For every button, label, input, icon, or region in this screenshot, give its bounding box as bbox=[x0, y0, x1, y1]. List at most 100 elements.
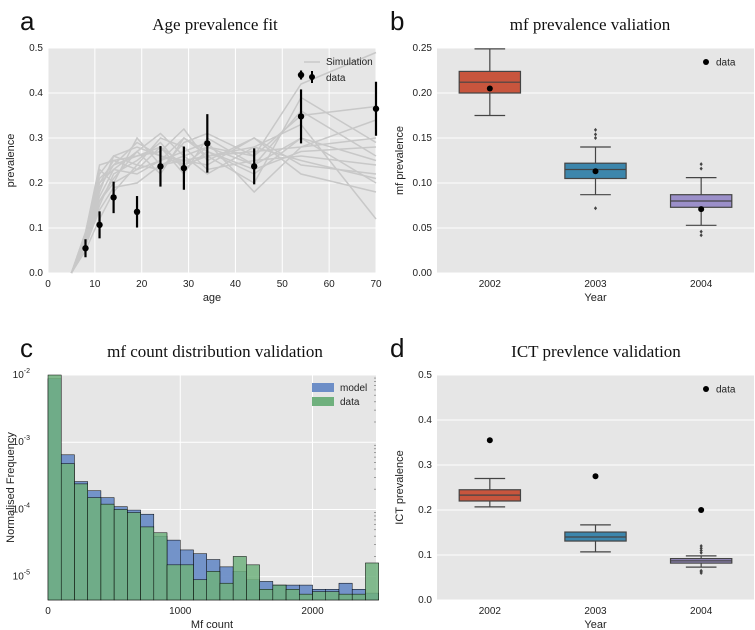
box-outlier bbox=[699, 166, 703, 171]
panel-label: c bbox=[20, 333, 33, 363]
y-tick-label: 10-4 bbox=[13, 502, 30, 515]
box-outlier bbox=[699, 550, 703, 555]
y-tick-label: 10-2 bbox=[13, 368, 30, 381]
legend-data-point bbox=[309, 74, 315, 80]
x-tick-label: 2003 bbox=[584, 606, 607, 617]
data-point bbox=[110, 194, 117, 201]
legend-data-point bbox=[703, 59, 709, 65]
box-outlier bbox=[593, 136, 598, 140]
plot-area bbox=[48, 48, 376, 273]
data-bar bbox=[140, 526, 155, 601]
legend-label: data bbox=[340, 397, 360, 408]
y-tick-label: 0.3 bbox=[418, 460, 432, 471]
data-bar bbox=[365, 562, 379, 601]
box-outlier bbox=[593, 132, 598, 137]
box-outlier bbox=[699, 233, 703, 238]
data-bar bbox=[166, 564, 181, 601]
data-bar bbox=[325, 591, 340, 601]
data-point bbox=[96, 221, 103, 229]
y-tick-label: 0.5 bbox=[29, 43, 43, 54]
x-tick-label: 10 bbox=[89, 279, 101, 290]
y-tick-label: 0.2 bbox=[418, 505, 432, 516]
x-tick-label: 1000 bbox=[169, 606, 192, 617]
panel-label: b bbox=[390, 6, 404, 36]
x-tick-label: 2003 bbox=[584, 279, 607, 290]
data-bar bbox=[47, 374, 62, 601]
data-point bbox=[157, 163, 164, 170]
x-tick-label: 70 bbox=[370, 279, 382, 290]
y-tick-label: 0.4 bbox=[418, 415, 432, 426]
data-point bbox=[133, 208, 141, 215]
data-bar bbox=[206, 571, 221, 601]
data-bar bbox=[87, 497, 102, 601]
data-bar bbox=[193, 579, 207, 601]
data-point bbox=[486, 437, 493, 444]
x-tick-label: 0 bbox=[45, 606, 51, 617]
data-bar bbox=[60, 463, 75, 601]
x-tick-label: 0 bbox=[45, 279, 51, 290]
data-bar bbox=[127, 512, 141, 601]
data-bar bbox=[219, 582, 234, 601]
x-axis-label: Mf count bbox=[191, 619, 233, 630]
data-point bbox=[180, 164, 188, 172]
data-bar bbox=[153, 532, 168, 601]
chart-title: Age prevalence fit bbox=[152, 15, 278, 34]
data-point bbox=[297, 113, 305, 120]
y-tick-label: 0.25 bbox=[413, 43, 433, 54]
chart-title: mf count distribution validation bbox=[107, 342, 323, 361]
box-outlier bbox=[699, 568, 703, 573]
y-tick-label: 0.00 bbox=[413, 268, 433, 279]
data-bar bbox=[272, 584, 287, 601]
data-bar bbox=[312, 591, 326, 601]
data-point bbox=[698, 206, 705, 213]
data-bar bbox=[338, 593, 353, 601]
data-point bbox=[297, 71, 305, 79]
data-point bbox=[698, 507, 705, 513]
legend-label: data bbox=[716, 385, 736, 396]
legend-label: Simulation bbox=[326, 57, 373, 68]
box-outlier bbox=[699, 548, 703, 553]
x-tick-label: 50 bbox=[277, 279, 289, 290]
y-tick-label: 0.0 bbox=[418, 595, 432, 606]
x-axis-label: Year bbox=[584, 619, 607, 630]
box-outlier bbox=[699, 546, 703, 551]
x-tick-label: 2000 bbox=[301, 606, 324, 617]
data-bar bbox=[232, 556, 247, 601]
x-tick-label: 2002 bbox=[479, 606, 502, 617]
box-outlier bbox=[699, 162, 703, 167]
box-outlier bbox=[699, 544, 703, 548]
data-bar bbox=[74, 483, 88, 601]
data-bar bbox=[285, 589, 300, 601]
y-tick-label: 0.4 bbox=[29, 88, 43, 99]
x-axis-label: age bbox=[203, 292, 221, 304]
legend-label: model bbox=[340, 383, 367, 394]
x-tick-label: 40 bbox=[230, 279, 242, 290]
plot-area bbox=[437, 375, 754, 600]
y-axis-label: prevalence bbox=[5, 134, 17, 188]
data-point bbox=[592, 168, 599, 175]
panel-label: a bbox=[20, 6, 35, 36]
data-bar bbox=[180, 564, 194, 601]
simulation-line bbox=[70, 141, 377, 274]
legend-data-point bbox=[703, 386, 709, 392]
x-tick-label: 20 bbox=[136, 279, 148, 290]
box-outlier bbox=[593, 206, 598, 211]
x-tick-label: 2002 bbox=[479, 279, 502, 290]
data-point bbox=[82, 245, 89, 252]
legend-label: data bbox=[716, 58, 736, 69]
y-axis-label: mf prevalence bbox=[394, 126, 406, 195]
data-bar bbox=[100, 503, 115, 601]
legend-model-swatch bbox=[312, 383, 334, 392]
data-point bbox=[592, 473, 599, 480]
box-outlier bbox=[699, 229, 703, 234]
y-tick-label: 0.5 bbox=[418, 370, 432, 381]
legend-label: data bbox=[326, 73, 346, 84]
data-bar bbox=[299, 593, 313, 601]
box-outlier bbox=[593, 127, 598, 132]
y-tick-label: 10-3 bbox=[13, 435, 30, 448]
y-tick-label: 0.2 bbox=[29, 178, 43, 189]
data-bar bbox=[113, 509, 128, 601]
chart-title: ICT prevlence validation bbox=[511, 342, 681, 361]
y-tick-label: 0.05 bbox=[413, 223, 433, 234]
